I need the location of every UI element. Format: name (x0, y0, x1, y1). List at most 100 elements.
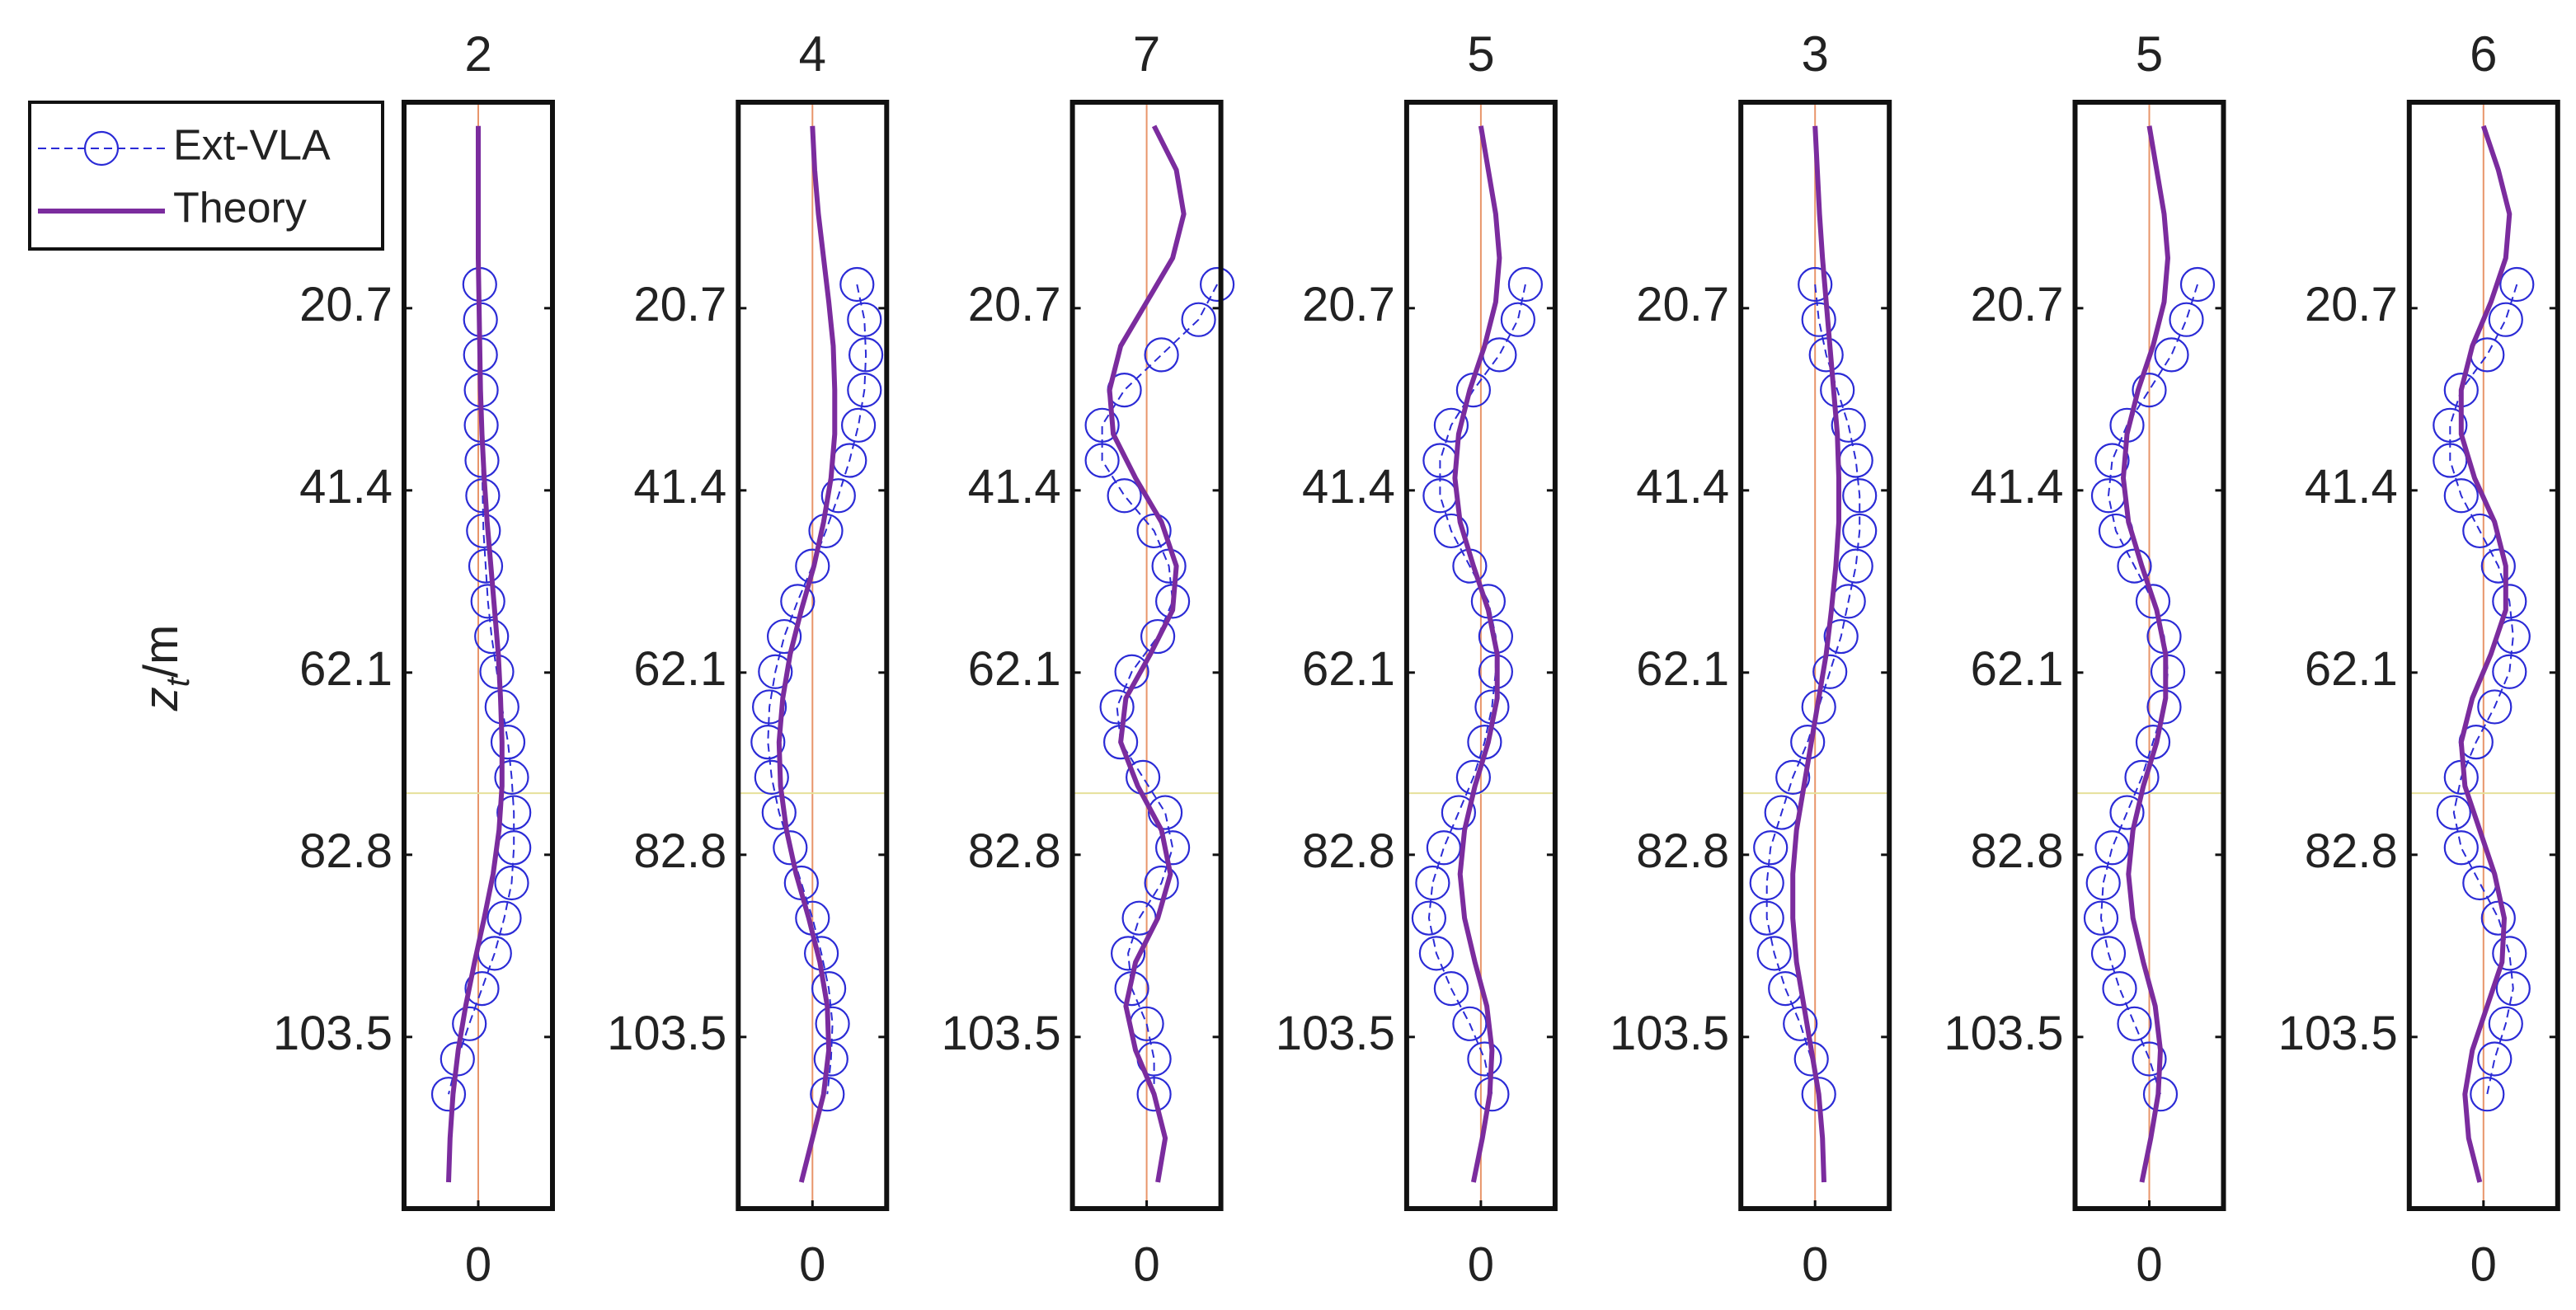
y-axis-label-unit: /m (134, 625, 188, 678)
y-axis-label-symbol: z (134, 687, 188, 711)
data-point (1099, 689, 1135, 725)
data-point (1433, 970, 1469, 1007)
y-tick-label: 20.7 (1302, 278, 1395, 331)
data-point (1433, 407, 1469, 443)
series-line (1452, 125, 1502, 1183)
data-point (2094, 830, 2130, 866)
y-tick-label: 62.1 (2305, 642, 2398, 696)
legend-label: Theory (173, 185, 307, 232)
data-point (2488, 302, 2523, 337)
data-point (1775, 759, 1811, 795)
series-line (1790, 125, 1841, 1183)
panel-title: 2 (464, 26, 491, 82)
plot-frame (1738, 100, 1892, 1211)
data-point (2169, 302, 2204, 337)
data-point (758, 654, 793, 689)
x-tick-label: 0 (465, 1237, 491, 1291)
data-point (2443, 830, 2479, 866)
series-line (767, 284, 867, 1095)
data-point (1753, 830, 1789, 866)
data-point (2132, 1041, 2167, 1077)
plot-frame (2072, 100, 2226, 1211)
y-axis-label-subscript: t (160, 676, 196, 687)
data-point (470, 584, 505, 619)
y-tick-label: 82.8 (1302, 824, 1395, 878)
data-point (2488, 1006, 2523, 1041)
y-tick-label: 82.8 (2305, 824, 2398, 878)
y-tick-label: 20.7 (2305, 278, 2398, 331)
y-tick-label: 103.5 (941, 1007, 1060, 1060)
data-point (1798, 266, 1833, 303)
data-point (815, 1006, 850, 1041)
data-point (2433, 407, 2468, 443)
plot-frame (1403, 100, 1558, 1211)
y-tick-label: 41.4 (633, 460, 726, 514)
y-tick-label: 82.8 (1636, 824, 1729, 878)
data-point (1842, 513, 1878, 549)
y-tick-label: 41.4 (299, 460, 393, 514)
data-point (1426, 830, 1462, 866)
data-point (2135, 584, 2171, 619)
data-point (840, 407, 877, 443)
data-point (474, 618, 510, 655)
panel-title: 5 (2136, 26, 2163, 82)
data-point (750, 725, 786, 760)
data-point (466, 513, 501, 549)
data-point (2109, 795, 2145, 830)
data-point (751, 689, 787, 725)
data-point (1467, 1041, 1502, 1077)
data-point (754, 759, 789, 795)
x-tick-label: 0 (2470, 1237, 2497, 1291)
panel-title: 4 (799, 26, 826, 82)
data-point (2117, 1006, 2152, 1041)
y-tick-label: 62.1 (633, 642, 726, 696)
y-tick-label: 103.5 (1276, 1007, 1395, 1060)
data-point (487, 900, 522, 936)
data-point (1144, 337, 1179, 373)
x-tick-label: 0 (2136, 1237, 2162, 1291)
panel-title: 5 (1467, 26, 1494, 82)
data-point (2477, 689, 2513, 725)
series-line (776, 125, 838, 1183)
data-point (2443, 478, 2479, 514)
data-point (494, 759, 529, 795)
y-tick-label: 82.8 (1971, 824, 2064, 878)
data-point (1808, 337, 1844, 373)
y-tick-label: 20.7 (1971, 278, 2064, 331)
panel-title: 3 (1802, 26, 1829, 82)
data-point (2094, 443, 2130, 478)
data-point (1749, 865, 1784, 901)
data-point (2083, 900, 2119, 936)
data-point (1838, 548, 1873, 584)
data-point (1500, 302, 1536, 337)
data-point (2495, 970, 2531, 1007)
series-line (1765, 284, 1861, 1095)
data-point (464, 970, 500, 1007)
data-point (2090, 936, 2127, 971)
data-point (2470, 1077, 2505, 1112)
data-point (1140, 618, 1176, 655)
data-point (1823, 618, 1859, 655)
data-point (813, 1041, 848, 1077)
data-point (2154, 337, 2189, 373)
series-line (2458, 124, 2513, 1183)
data-point (2102, 970, 2137, 1007)
data-point (1783, 1006, 1818, 1041)
data-point (1507, 266, 1544, 303)
y-tick-label: 82.8 (299, 824, 393, 878)
data-point (1452, 1006, 1488, 1041)
data-point (761, 795, 797, 830)
y-tick-label: 20.7 (633, 278, 726, 331)
data-point (430, 1077, 467, 1112)
data-point (1084, 443, 1120, 478)
panel-title: 6 (2470, 26, 2497, 82)
data-point (2436, 795, 2471, 830)
panel-title: 7 (1133, 26, 1160, 82)
data-point (795, 548, 830, 584)
data-point (1147, 795, 1183, 830)
plot-frame (2406, 100, 2560, 1211)
series-line (446, 125, 505, 1183)
data-point (1084, 407, 1120, 443)
y-tick-label: 20.7 (1636, 278, 1729, 331)
